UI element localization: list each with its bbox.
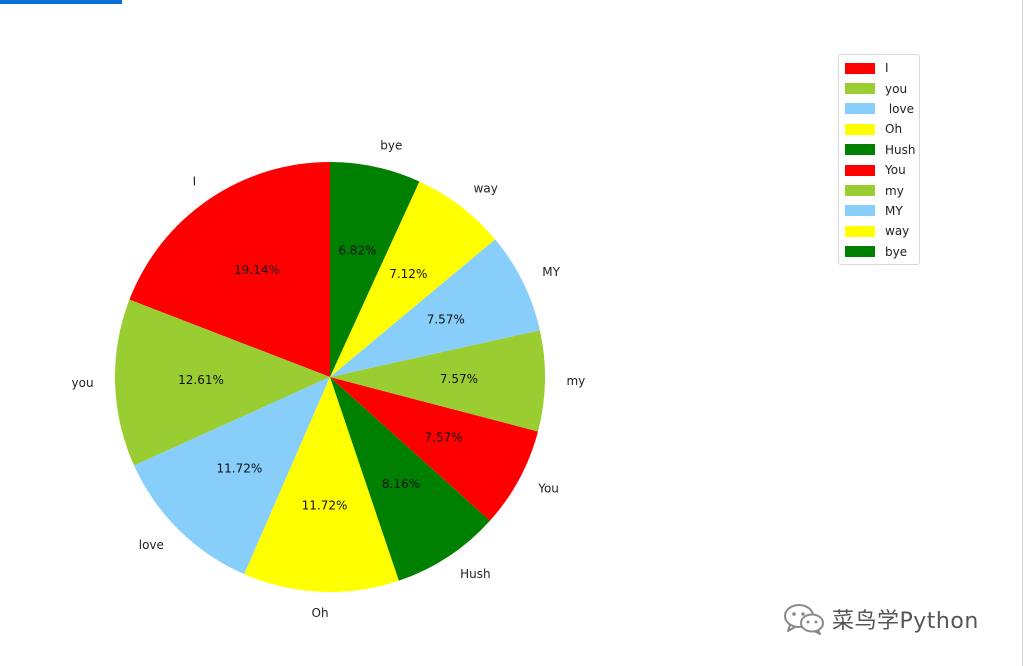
legend-swatch: [845, 205, 875, 217]
top-accent-bar: [0, 0, 122, 4]
pie-slice-my-7: [330, 239, 540, 377]
pie-category-label-way-8: way: [474, 182, 498, 196]
legend-swatch: [845, 103, 875, 115]
pie-slice-my-6: [330, 330, 545, 432]
legend-label: love: [885, 101, 914, 116]
pie-category-label-i-0: I: [193, 174, 197, 188]
pie-percent-label-bye-9: 6.82%: [338, 243, 376, 257]
pie-slice-hush-4: [330, 377, 490, 581]
legend-item-way-8: way: [839, 221, 919, 241]
legend-swatch: [845, 123, 875, 135]
legend-label: I: [885, 61, 889, 76]
watermark-text: 菜鸟学Python: [832, 609, 979, 634]
pie-slice-way-8: [330, 181, 496, 377]
pie-category-label-oh-3: Oh: [312, 606, 329, 620]
pie-category-label-my-7: MY: [542, 265, 560, 279]
pie-category-label-my-6: my: [566, 374, 585, 388]
legend-label: bye: [885, 244, 908, 259]
pie-percent-label-love-2: 11.72%: [217, 461, 263, 475]
legend-swatch: [845, 185, 875, 197]
legend-item-my-7: MY: [839, 201, 919, 221]
legend-swatch: [845, 62, 875, 74]
pie-percent-label-way-8: 7.12%: [389, 267, 427, 281]
watermark: 菜鸟学Python: [782, 602, 979, 636]
legend-item-hush-4: Hush: [839, 140, 919, 160]
legend-swatch: [845, 144, 875, 156]
pie-percent-label-oh-3: 11.72%: [302, 498, 348, 512]
legend-item-love-2: love: [839, 99, 919, 119]
pie-percent-label-my-7: 7.57%: [427, 313, 465, 327]
legend-swatch: [845, 246, 875, 258]
legend-label: Hush: [885, 142, 916, 157]
pie-percent-label-you-5: 7.57%: [425, 431, 463, 445]
legend-label: MY: [885, 203, 903, 218]
legend-item-you-1: you: [839, 78, 919, 98]
pie-category-label-hush-4: Hush: [460, 567, 491, 581]
legend-label: You: [885, 163, 906, 178]
pie-percent-label-you-1: 12.61%: [178, 373, 224, 387]
pie-category-label-you-5: You: [537, 482, 559, 496]
pie-slice-love-2: [134, 377, 330, 575]
legend-item-i-0: I: [839, 58, 919, 78]
wechat-icon: [784, 604, 824, 635]
legend-swatch: [845, 83, 875, 95]
pie-category-label-you-1: you: [72, 376, 94, 390]
pie-slice-i-0: [129, 162, 330, 377]
pie-percent-label-my-6: 7.57%: [440, 372, 478, 386]
legend-item-you-5: You: [839, 160, 919, 180]
legend-item-my-6: my: [839, 180, 919, 200]
pie-slice-you-5: [330, 377, 538, 521]
pie-slices: [114, 162, 545, 593]
pie-percent-label-hush-4: 8.16%: [382, 477, 420, 491]
legend-swatch: [845, 225, 875, 237]
legend-label: Oh: [885, 122, 903, 137]
legend-label: you: [885, 81, 908, 96]
pie-slice-you-1: [114, 299, 331, 466]
pie-slice-bye-9: [330, 162, 420, 377]
pie-category-label-bye-9: bye: [380, 138, 402, 152]
legend-swatch: [845, 164, 875, 176]
window-edge: [1022, 0, 1023, 666]
pie-slice-oh-3: [244, 377, 399, 593]
legend-label: way: [885, 224, 910, 239]
legend-item-oh-3: Oh: [839, 119, 919, 139]
legend-label: my: [885, 183, 904, 198]
legend-item-bye-9: bye: [839, 242, 919, 262]
pie-percent-label-i-0: 19.14%: [234, 263, 280, 277]
pie-category-label-love-2: love: [139, 538, 164, 552]
pie-percent-labels: 19.14% 12.61% 11.72% 11.72% 8.16% 7.57% 7.57% 7…: [178, 243, 478, 512]
